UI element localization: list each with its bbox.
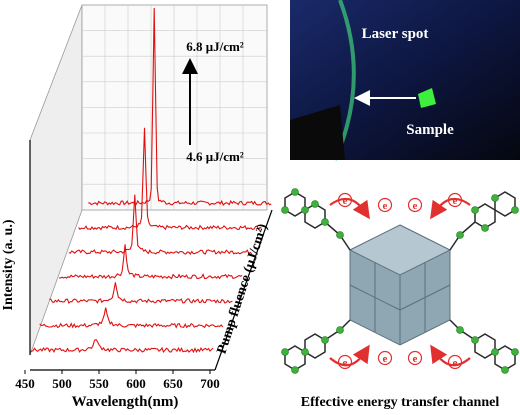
z-axis-label: Pump fluence (μJ/cm²) <box>215 222 271 356</box>
electron-label: e <box>343 195 348 207</box>
atom <box>321 336 329 344</box>
x-tick-label: 650 <box>163 376 183 391</box>
electron-ring <box>377 197 393 213</box>
electron-label: e <box>383 353 388 365</box>
electron-ring <box>377 350 393 366</box>
electron-ring <box>447 192 463 208</box>
electron-ring <box>447 354 463 370</box>
caption: Effective energy transfer channel <box>301 395 500 410</box>
annotation: 4.6 μJ/cm² <box>186 149 244 164</box>
atom <box>481 224 489 232</box>
electron-label: e <box>413 200 418 212</box>
atom <box>471 206 479 214</box>
atom <box>336 231 344 239</box>
spectrum <box>29 338 214 354</box>
atom <box>501 366 509 374</box>
atom <box>291 188 299 196</box>
electron-label: e <box>453 195 458 207</box>
sample <box>418 88 436 108</box>
electrons: e e e e e e e e <box>337 192 463 370</box>
electron-ring <box>407 197 423 213</box>
photo-shadow <box>290 105 345 160</box>
x-tick-label: 700 <box>200 376 220 391</box>
spectrum <box>68 194 253 255</box>
atom <box>491 194 499 202</box>
atom <box>301 348 309 356</box>
electron-ring <box>337 192 353 208</box>
x-tick-label: 550 <box>89 376 109 391</box>
y-axis-label: Intensity (a. u.) <box>1 219 16 310</box>
atom <box>291 366 299 374</box>
atom <box>281 206 289 214</box>
atom <box>491 348 499 356</box>
x-axis-label: Wavelength(nm) <box>72 394 179 410</box>
atom <box>471 336 479 344</box>
electron-ring <box>337 354 353 370</box>
atom <box>456 231 464 239</box>
atom <box>336 326 344 334</box>
atom <box>511 348 519 356</box>
annotation: 6.8 μJ/cm² <box>186 39 244 54</box>
photo-label: Sample <box>406 122 454 138</box>
spectrum <box>49 282 233 304</box>
x-tick-label: 600 <box>126 376 146 391</box>
x-tick-label: 450 <box>15 376 35 391</box>
electron-label: e <box>383 200 388 212</box>
axis <box>214 209 273 371</box>
photo-label: Laser spot <box>362 26 429 42</box>
atom <box>281 348 289 356</box>
electron-label: e <box>343 357 348 369</box>
atom <box>511 206 519 214</box>
spectrum <box>39 307 224 329</box>
structure-diagram <box>281 188 519 374</box>
spectrum <box>78 127 262 231</box>
x-ticks: 450 500 550 600 650 700 <box>15 370 220 391</box>
plot-walls <box>29 4 268 356</box>
spectra <box>29 7 272 354</box>
atom <box>321 218 329 226</box>
spectrum <box>88 7 272 206</box>
electron-label: e <box>413 353 418 365</box>
electron-ring <box>407 350 423 366</box>
x-tick-label: 500 <box>52 376 72 391</box>
spectrum <box>59 244 243 280</box>
atom <box>456 326 464 334</box>
atom <box>301 206 309 214</box>
atom <box>311 200 319 208</box>
electron-label: e <box>453 357 458 369</box>
